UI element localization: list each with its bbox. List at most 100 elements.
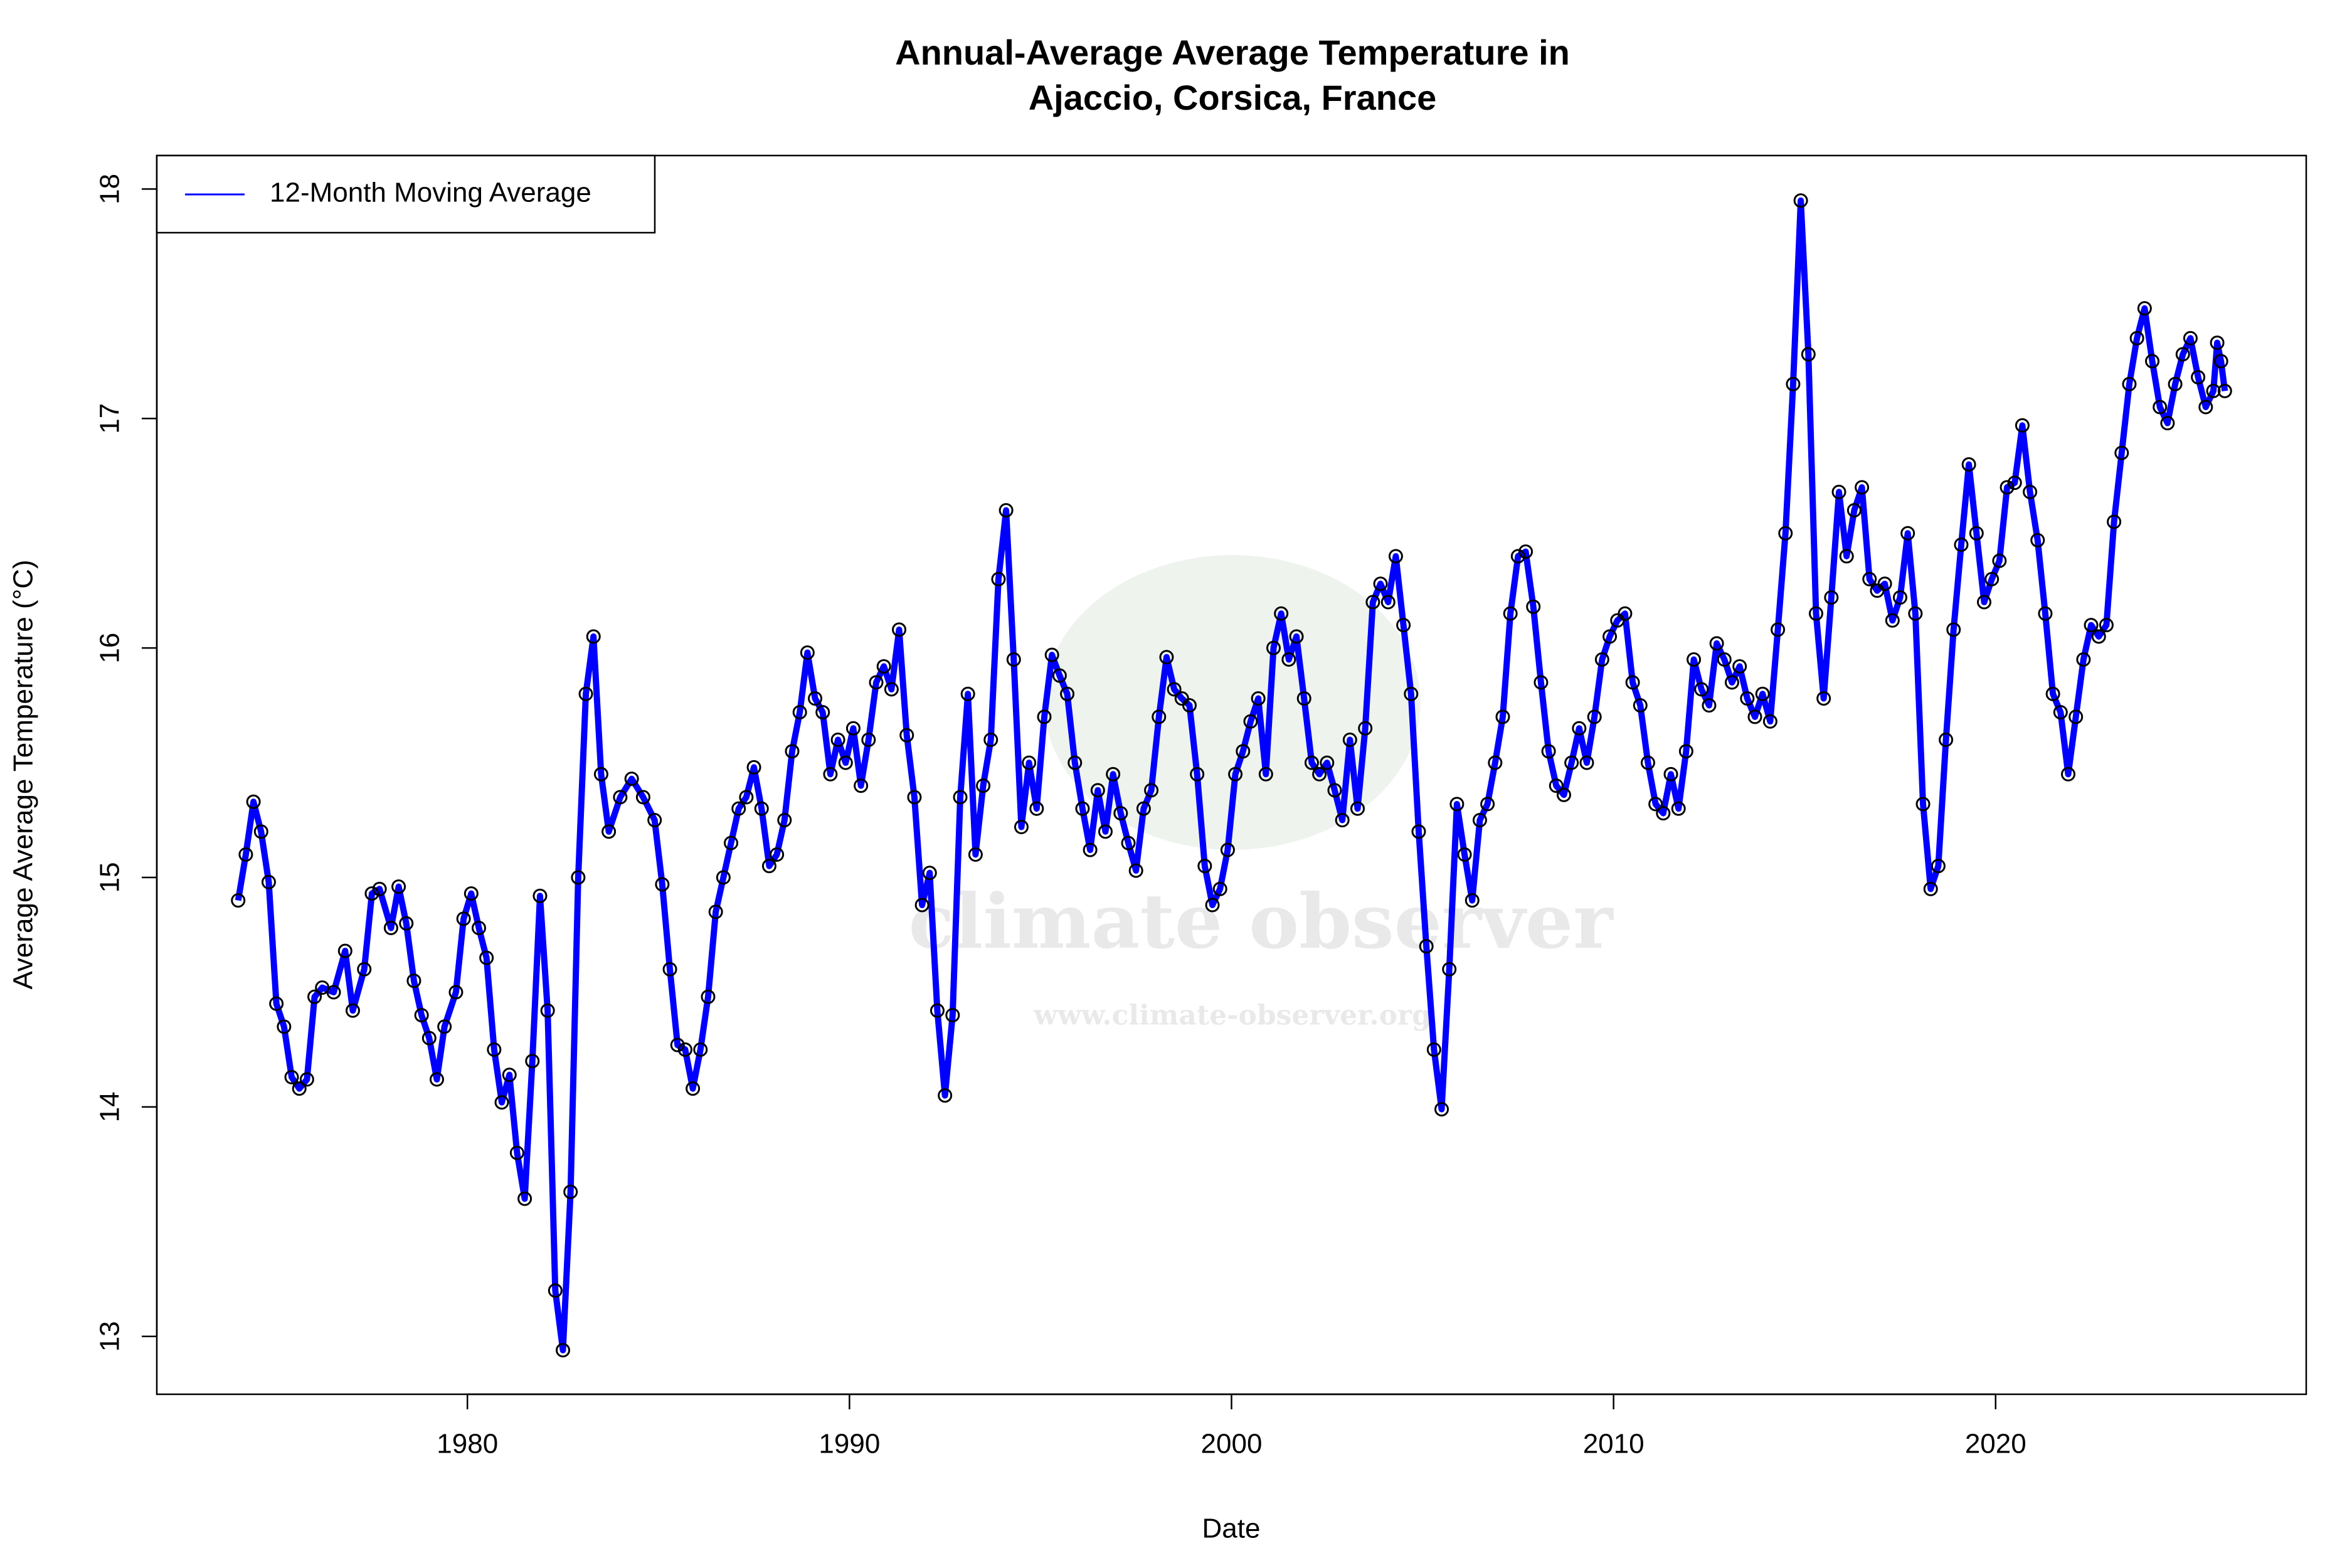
data-point [953,790,968,805]
data-point [1694,682,1709,697]
data-point [1633,698,1648,713]
data-point [1083,842,1098,857]
data-point [2030,532,2045,548]
data-point [1350,801,1365,816]
data-point [1495,709,1510,724]
data-point [999,503,1014,518]
data-point [1877,576,1892,591]
data-point [1060,686,1075,701]
data-point [1915,797,1931,812]
data-point [299,1072,314,1087]
data-point [269,996,284,1011]
data-point [2183,331,2198,346]
data-point [509,1145,524,1160]
data-point [421,1030,437,1046]
data-point [792,705,807,720]
x-tick-label: 1980 [437,1429,498,1459]
data-point [1037,709,1052,724]
data-point [364,886,379,901]
data-point [1923,881,1938,896]
data-point [1618,606,1633,621]
data-point [2153,400,2168,415]
data-point [922,866,937,881]
data-point [708,904,723,919]
watermark: climate observer [909,877,1614,966]
data-point [1373,576,1388,591]
data-point [845,721,861,736]
data-point [2206,383,2221,398]
data-point [1702,698,1717,713]
data-point [1663,766,1678,781]
data-point [1106,766,1121,781]
data-point [1098,824,1113,839]
y-tick-label: 16 [95,633,125,664]
watermark-logo [1044,555,1421,850]
data-point [1320,755,1335,770]
data-point [1579,755,1594,770]
data-point [307,989,322,1004]
data-point [761,859,776,874]
data-point [292,1081,307,1096]
data-point [1358,721,1373,736]
data-point [464,886,479,901]
data-point [1044,647,1059,662]
data-point [261,874,276,889]
data-point [930,1003,945,1018]
data-point [1258,766,1273,781]
data-point [284,1069,299,1084]
data-point [1434,1102,1449,1117]
data-point [1067,755,1083,770]
data-point [502,1067,517,1083]
data-point [1006,652,1021,667]
data-point [1182,698,1197,713]
data-point [517,1191,532,1206]
series-line [235,197,2228,1353]
y-axis-label: Average Average Temperature (°C) [8,559,39,989]
y-tick-label: 13 [95,1321,125,1352]
data-point [1304,755,1319,770]
data-point [1472,813,1487,828]
data-point [601,824,617,839]
data-point [899,728,914,743]
data-point [770,847,785,862]
data-point [345,1003,360,1018]
data-point [1839,549,1854,564]
data-point [892,622,907,637]
data-point [540,1003,555,1018]
data-point [277,1019,292,1034]
data-point [1648,797,1663,812]
data-point [1892,590,1907,605]
data-point [1488,755,1503,770]
data-point [1144,783,1159,798]
data-point [777,813,792,828]
data-point [2122,376,2137,391]
data-point [1984,571,2000,586]
data-point [1167,682,1182,697]
data-point [578,686,593,701]
data-point [253,824,268,839]
data-point [326,985,341,1000]
data-point [1442,961,1457,977]
data-point [1816,691,1831,706]
data-point [1029,801,1044,816]
data-point [830,733,845,748]
data-point [1236,744,1251,759]
data-point [1687,652,1702,667]
legend-label: 12-Month Moving Average [270,177,591,208]
data-point [556,1343,571,1358]
data-point [1296,691,1311,706]
data-point [746,760,761,775]
data-point [1992,553,2007,568]
data-point [1190,766,1205,781]
data-point [716,870,731,885]
data-point [823,766,838,781]
data-point [1205,898,1220,913]
data-point [1090,783,1105,798]
data-point [1480,797,1495,812]
data-point [655,877,670,892]
data-point [2107,514,2122,529]
x-tick-label: 2010 [1583,1429,1645,1459]
data-point [1365,595,1380,610]
x-tick-label: 2020 [1965,1429,2026,1459]
